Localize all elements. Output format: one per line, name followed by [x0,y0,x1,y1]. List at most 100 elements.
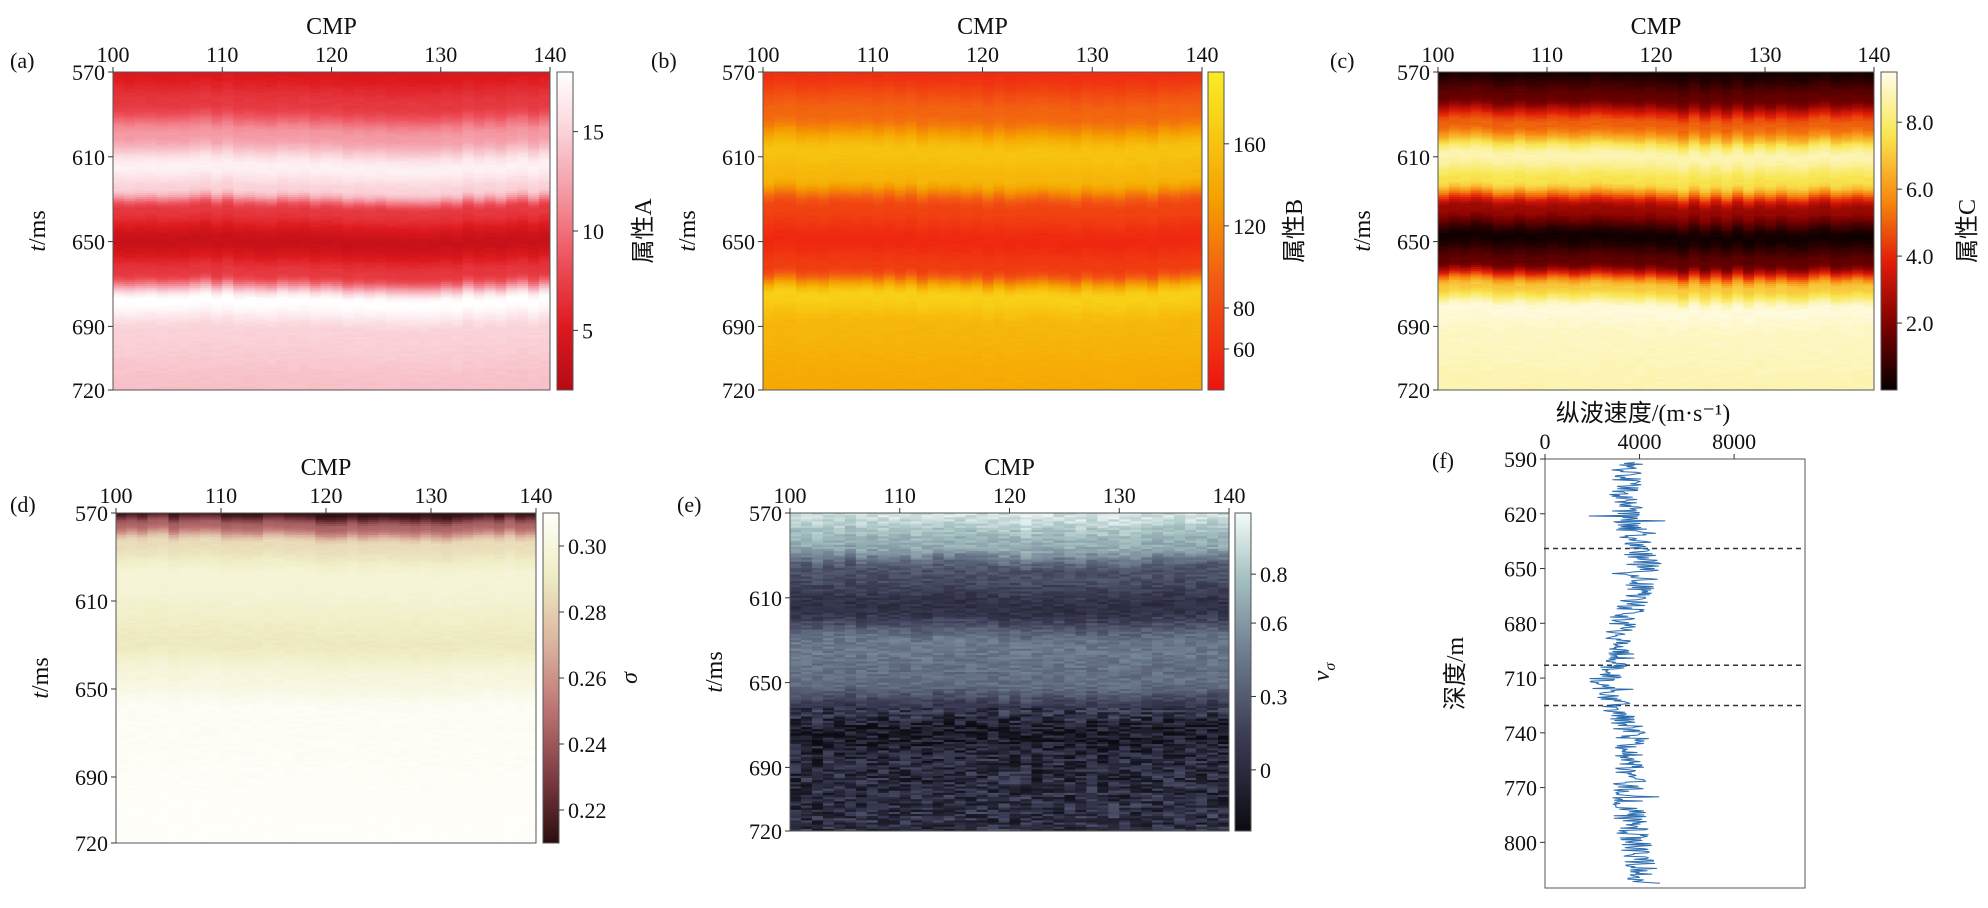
heatmap-cell [517,332,529,336]
heatmap-cell [397,125,409,128]
heatmap-cell [255,116,267,120]
heatmap-cell [342,286,354,289]
heatmap-cell [353,279,365,283]
heatmap-cell [342,224,354,228]
heatmap-cell [353,307,365,311]
heatmap-cell [517,199,529,202]
heatmap-cell [244,264,256,268]
heatmap-cell [167,135,180,139]
heatmap-cell [309,273,322,277]
heatmap-cell [462,203,475,207]
heatmap-cell [375,144,387,147]
heatmap-cell [484,188,496,192]
heatmap-cell [429,173,442,177]
heatmap-cell [397,91,409,94]
heatmap-cell [123,326,136,330]
heatmap-cell [222,192,234,196]
heatmap-cell [386,273,398,277]
heatmap-cell [244,173,256,177]
heatmap-cell [539,281,550,285]
heatmap-cell [298,74,311,77]
heatmap-cell [342,150,354,154]
heatmap-cell [506,313,518,317]
heatmap-cell [364,233,376,236]
heatmap-cell [353,88,365,92]
heatmap-cell [145,144,158,147]
heatmap-cell [255,72,267,75]
heatmap-cell [484,247,496,251]
heatmap-cell [364,211,376,215]
heatmap-cell [473,303,486,306]
heatmap-cell [495,250,507,253]
heatmap-cell [156,290,169,294]
heatmap-cell [539,78,550,82]
heatmap-cell [418,262,431,266]
heatmap-cell [440,239,453,243]
heatmap-cell [244,167,256,171]
heatmap-cell [418,163,431,166]
heatmap-cell [506,317,518,321]
heatmap-cell [145,175,158,179]
heatmap-cell [189,80,202,84]
heatmap-cell [298,277,311,281]
heatmap-cell [145,158,158,162]
heatmap-cell [200,105,212,109]
heatmap-cell [298,311,311,315]
heatmap-cell [265,120,278,124]
heatmap-cell [462,95,475,99]
heatmap-cell [364,207,376,211]
heatmap-cell [145,201,158,205]
heatmap-cell [320,154,333,158]
heatmap-cell [244,233,256,236]
heatmap-cell [167,207,180,211]
heatmap-cell [167,245,180,249]
heatmap-cell [211,188,223,192]
heatmap-cell [462,269,475,272]
heatmap-cell [211,97,223,101]
heatmap-cell [244,175,256,179]
heatmap-cell [178,120,191,124]
heatmap-cell [517,209,529,213]
heatmap-cell [364,214,376,217]
heatmap-cell [287,76,300,79]
heatmap-cell [156,209,169,213]
heatmap-cell [255,184,267,188]
heatmap-cell [375,110,387,113]
heatmap-cell [484,214,496,217]
heatmap-cell [418,243,431,247]
heatmap-cell [342,303,354,306]
heatmap-cell [156,197,169,200]
heatmap-cell [145,235,158,238]
heatmap-cell [429,298,442,302]
heatmap-cell [200,258,212,262]
heatmap-cell [113,97,125,101]
heatmap-cell [309,112,322,115]
heatmap-cell [429,324,442,327]
heatmap-cell [200,103,212,107]
heatmap-cell [418,214,431,217]
heatmap-cell [506,294,518,298]
heatmap-cell [167,161,180,164]
heatmap-cell [397,175,409,179]
heatmap-cell [320,165,333,168]
heatmap-cell [265,233,278,236]
heatmap-cell [134,192,147,196]
heatmap-cell [233,296,245,300]
heatmap-cell [473,182,486,185]
heatmap-cell [429,116,442,120]
heatmap-cell [495,184,507,188]
heatmap-cell [473,231,486,234]
heatmap-cell [145,324,158,327]
heatmap-cell [145,137,158,141]
heatmap-cell [386,171,398,175]
heatmap-cell [506,76,518,79]
heatmap-cell [145,218,158,221]
heatmap-cell [189,144,202,147]
heatmap-cell [429,286,442,289]
heatmap-cell [167,127,180,130]
heatmap-cell [189,247,202,251]
heatmap-cell [397,137,409,141]
heatmap-cell [123,220,136,224]
heatmap-cell [386,269,398,272]
heatmap-cell [298,250,311,253]
